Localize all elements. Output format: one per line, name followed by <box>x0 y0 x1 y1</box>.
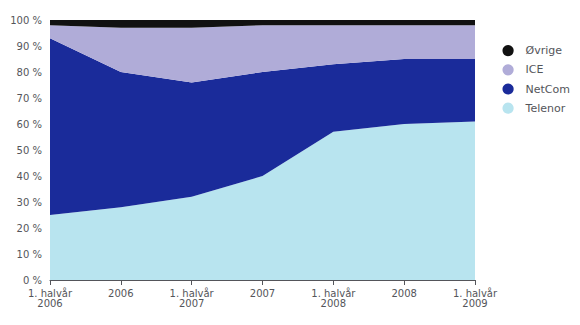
svg-text:2008: 2008 <box>391 288 416 299</box>
svg-text:50 %: 50 % <box>17 145 42 156</box>
svg-text:0 %: 0 % <box>23 275 42 286</box>
svg-text:2007: 2007 <box>179 298 204 309</box>
svg-text:100 %: 100 % <box>10 15 42 26</box>
svg-text:70 %: 70 % <box>17 93 42 104</box>
svg-text:Øvrige: Øvrige <box>526 44 563 57</box>
svg-text:1. halvår: 1. halvår <box>169 287 214 299</box>
svg-text:30 %: 30 % <box>17 197 42 208</box>
svg-text:1. halvår: 1. halvår <box>27 287 73 299</box>
svg-text:60 %: 60 % <box>17 119 42 130</box>
svg-text:2007: 2007 <box>250 288 275 299</box>
svg-text:2006: 2006 <box>108 288 133 299</box>
svg-text:2006: 2006 <box>37 298 62 309</box>
svg-text:2009: 2009 <box>462 298 487 309</box>
svg-text:2008: 2008 <box>321 298 346 309</box>
svg-text:90 %: 90 % <box>17 41 42 52</box>
svg-text:1. halvår: 1. halvår <box>452 287 498 299</box>
svg-text:1. halvår: 1. halvår <box>311 287 356 299</box>
svg-text:80 %: 80 % <box>17 67 42 78</box>
svg-text:10 %: 10 % <box>17 249 42 260</box>
svg-text:Telenor: Telenor <box>525 102 566 115</box>
svg-text:20 %: 20 % <box>17 223 42 234</box>
svg-text:40 %: 40 % <box>17 171 42 182</box>
svg-text:ICE: ICE <box>526 63 544 76</box>
svg-text:NetCom: NetCom <box>526 83 570 96</box>
